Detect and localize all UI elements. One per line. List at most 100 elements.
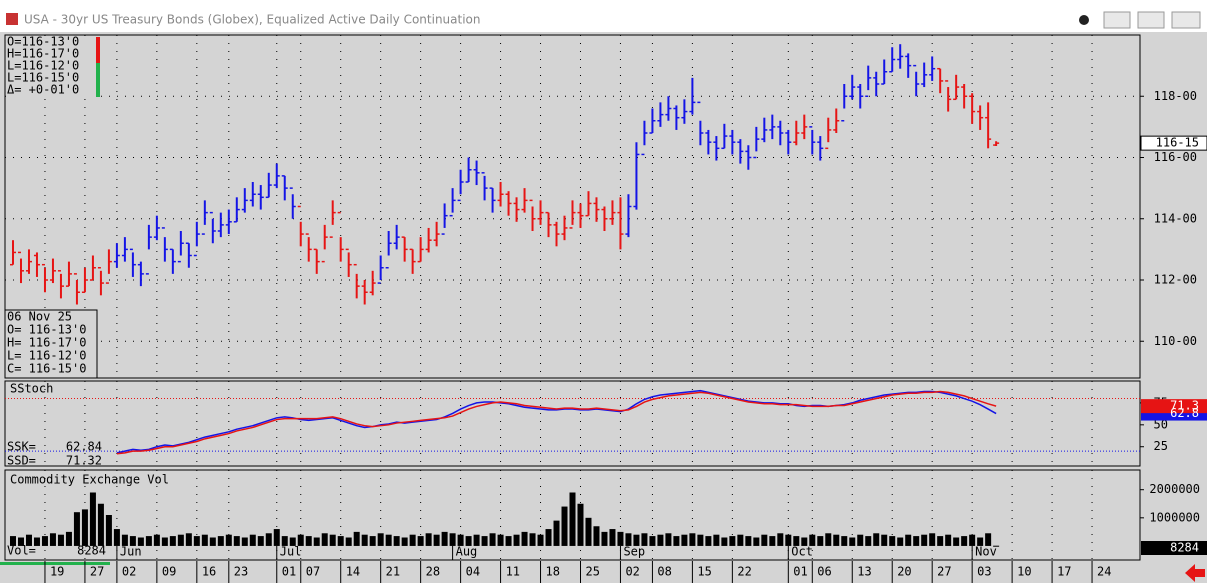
volume-bar bbox=[353, 531, 360, 546]
x-tick-label: 06 bbox=[817, 565, 831, 579]
vol-readout-name: Vol= bbox=[7, 544, 36, 558]
x-tick-label: 02 bbox=[122, 565, 136, 579]
volume-bar bbox=[545, 529, 552, 546]
volume-bar bbox=[153, 534, 160, 546]
x-tick-label: 10 bbox=[1017, 565, 1031, 579]
volume-bar bbox=[33, 537, 40, 546]
x-tick-label: 15 bbox=[697, 565, 711, 579]
last-value-label: 8284 bbox=[1170, 541, 1199, 555]
volume-bar bbox=[785, 534, 792, 546]
volume-bar bbox=[257, 536, 264, 546]
volume-bar bbox=[89, 492, 96, 546]
date-info-line: 06 Nov 25 bbox=[7, 310, 72, 324]
volume-bar bbox=[729, 536, 736, 546]
volume-bar bbox=[313, 537, 320, 546]
volume-bar bbox=[601, 531, 608, 546]
app-icon bbox=[6, 13, 18, 25]
volume-bar bbox=[553, 520, 560, 546]
x-tick-label: 20 bbox=[897, 565, 911, 579]
volume-bar bbox=[265, 533, 272, 546]
volume-bar bbox=[225, 534, 232, 546]
volume-panel bbox=[4, 469, 1141, 561]
stoch-readout-value: 62.84 bbox=[66, 440, 102, 454]
volume-bar bbox=[609, 529, 616, 546]
volume-bar bbox=[297, 534, 304, 546]
volume-bar bbox=[913, 536, 920, 546]
volume-bar bbox=[817, 536, 824, 546]
panel-title: Commodity Exchange Vol bbox=[10, 473, 169, 487]
close-button[interactable] bbox=[1171, 11, 1201, 29]
volume-bar bbox=[705, 536, 712, 546]
volume-bar bbox=[489, 533, 496, 546]
stoch-line bbox=[116, 390, 997, 455]
volume-bar bbox=[753, 537, 760, 546]
volume-bar bbox=[985, 533, 992, 546]
volume-bar bbox=[457, 534, 464, 546]
volume-bar bbox=[273, 529, 280, 546]
month-label: Jul bbox=[280, 545, 302, 559]
volume-bar bbox=[849, 537, 856, 546]
volume-bar bbox=[561, 506, 568, 546]
volume-bar bbox=[529, 533, 536, 546]
pin-button[interactable] bbox=[1079, 15, 1089, 25]
volume-bar bbox=[249, 534, 256, 546]
volume-bar bbox=[641, 533, 648, 546]
volume-bar bbox=[801, 537, 808, 546]
x-tick-label: 08 bbox=[657, 565, 671, 579]
volume-bar bbox=[81, 509, 88, 546]
volume-bar bbox=[737, 534, 744, 546]
volume-bar bbox=[425, 533, 432, 546]
volume-bar bbox=[369, 536, 376, 546]
volume-bar bbox=[409, 534, 416, 546]
info-line: L=116-15'0 bbox=[7, 71, 79, 85]
x-tick-label: 07 bbox=[306, 565, 320, 579]
x-tick-label: 21 bbox=[386, 565, 400, 579]
volume-bar bbox=[337, 536, 344, 546]
x-tick-label: 19 bbox=[50, 565, 64, 579]
window-title: USA - 30yr US Treasury Bonds (Globex), E… bbox=[24, 13, 481, 27]
volume-bar bbox=[897, 537, 904, 546]
volume-bar bbox=[969, 534, 976, 546]
last-value-label: 71.3 bbox=[1170, 399, 1199, 413]
volume-bar bbox=[185, 533, 192, 546]
volume-bar bbox=[977, 537, 984, 546]
volume-bar bbox=[889, 536, 896, 546]
volume-bar bbox=[625, 533, 632, 546]
x-tick-label: 27 bbox=[90, 565, 104, 579]
volume-bar bbox=[393, 536, 400, 546]
volume-bar bbox=[193, 536, 200, 546]
y-tick-label: 114-00 bbox=[1154, 211, 1197, 225]
month-label: Oct bbox=[791, 545, 813, 559]
volume-bar bbox=[777, 533, 784, 546]
volume-bar bbox=[945, 534, 952, 546]
scroll-arrow[interactable] bbox=[1185, 564, 1205, 582]
volume-bar bbox=[441, 531, 448, 546]
volume-bar bbox=[329, 534, 336, 546]
volume-bar bbox=[657, 534, 664, 546]
volume-bar bbox=[833, 534, 840, 546]
volume-bar bbox=[209, 537, 216, 546]
volume-bar bbox=[25, 534, 32, 546]
maximize-button[interactable] bbox=[1137, 11, 1165, 29]
volume-bar bbox=[905, 534, 912, 546]
volume-bar bbox=[865, 536, 872, 546]
title-bar bbox=[0, 0, 1207, 32]
volume-bar bbox=[305, 536, 312, 546]
volume-bar bbox=[769, 536, 776, 546]
volume-bar bbox=[921, 534, 928, 546]
x-tick-label: 04 bbox=[466, 565, 480, 579]
volume-bar bbox=[169, 536, 176, 546]
volume-bar bbox=[521, 531, 528, 546]
x-tick-label: 01 bbox=[793, 565, 807, 579]
last-price-label: 116-15 bbox=[1156, 136, 1199, 150]
info-line: O=116-13'0 bbox=[7, 35, 79, 49]
volume-bar bbox=[129, 536, 136, 546]
volume-bar bbox=[697, 534, 704, 546]
minimize-button[interactable] bbox=[1103, 11, 1131, 29]
volume-bar bbox=[761, 534, 768, 546]
volume-bar bbox=[473, 534, 480, 546]
y-tick-label: 112-00 bbox=[1154, 273, 1197, 287]
volume-bar bbox=[681, 534, 688, 546]
volume-bar bbox=[65, 531, 72, 546]
volume-bar bbox=[377, 533, 384, 546]
